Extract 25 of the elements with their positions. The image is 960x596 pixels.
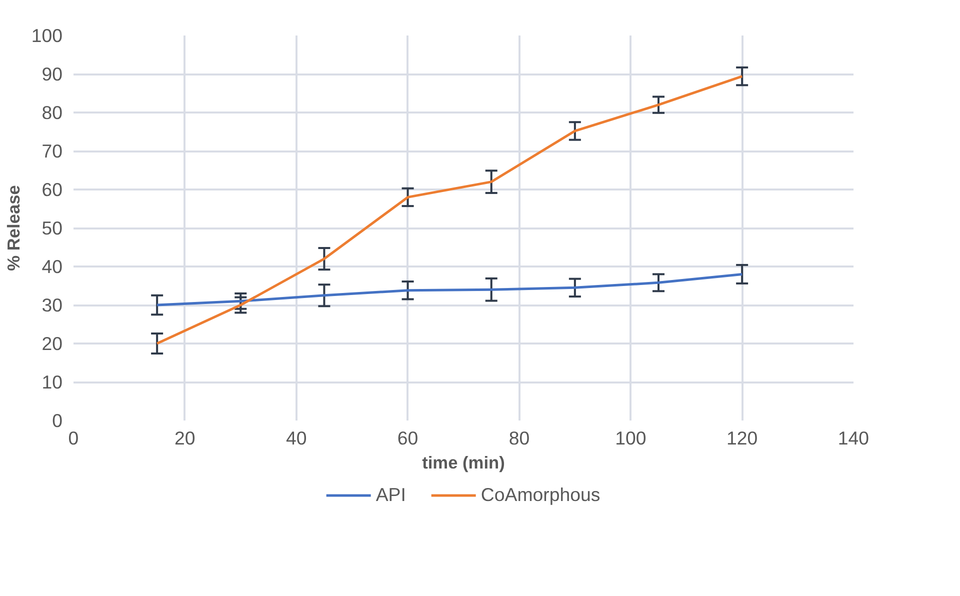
line-series (156, 75, 744, 345)
legend-label: API (376, 484, 406, 506)
x-tick-label: 0 (68, 428, 79, 448)
y-tick-label: 40 (42, 256, 63, 277)
x-tick-label: 40 (286, 428, 307, 448)
x-tick-label: 80 (508, 428, 530, 448)
y-tick-label: 100 (31, 25, 63, 46)
legend-label: CoAmorphous (480, 484, 600, 506)
x-tick-label: 60 (397, 428, 418, 448)
y-tick-label: 20 (42, 333, 63, 354)
y-tick-label: 30 (42, 294, 63, 316)
x-tick-label: 120 (726, 428, 758, 448)
y-tick-label: 80 (42, 102, 63, 123)
y-axis-title: % Release (3, 184, 24, 271)
x-tick-label: 100 (615, 428, 646, 448)
y-tick-label: 70 (42, 140, 63, 162)
x-tick-label: 140 (838, 428, 870, 448)
y-tick-label: 60 (42, 179, 63, 200)
y-tick-label: 90 (42, 64, 63, 84)
y-tick-label: 0 (52, 410, 63, 431)
line-series (156, 272, 744, 306)
y-tick-label: 10 (42, 372, 63, 392)
x-tick-label: 20 (174, 428, 196, 448)
x-axis-title: time (min) (422, 452, 505, 472)
y-tick-label: 50 (42, 218, 63, 238)
